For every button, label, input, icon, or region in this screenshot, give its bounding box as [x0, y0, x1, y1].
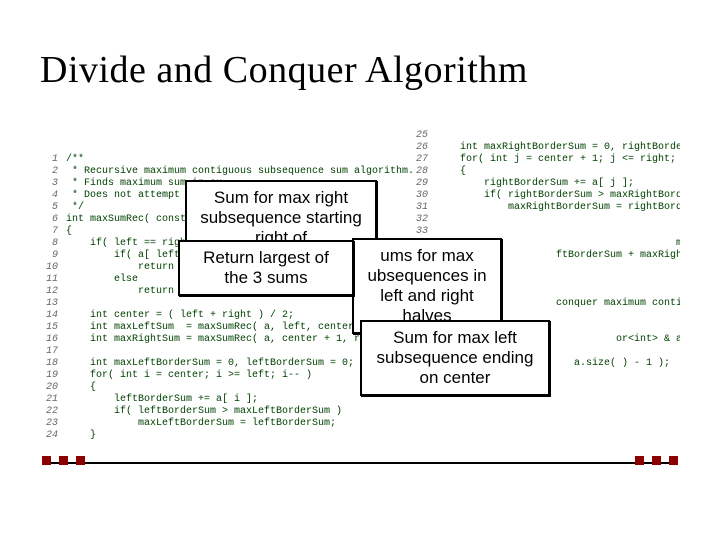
- code-line: 23 maxLeftBorderSum = leftBorderSum;: [40, 418, 680, 430]
- line-number: 13: [40, 298, 66, 310]
- callout-text: Return largest of the 3 sums: [203, 248, 329, 287]
- line-number: 7: [40, 226, 66, 238]
- line-number: 8: [40, 238, 66, 250]
- footer-square-icon: [76, 456, 85, 465]
- line-number: 31: [410, 202, 436, 214]
- code-line: 33: [410, 226, 680, 238]
- line-number: 22: [40, 406, 66, 418]
- line-number: 18: [40, 358, 66, 370]
- callout-text: ums for max ubsequences in left and righ…: [367, 246, 486, 325]
- line-number: 17: [40, 346, 66, 358]
- line-number: 30: [410, 190, 436, 202]
- code-line: 22 if( leftBorderSum > maxLeftBorderSum …: [40, 406, 680, 418]
- footer-square-icon: [652, 456, 661, 465]
- line-number: 21: [40, 394, 66, 406]
- slide: Divide and Conquer Algorithm 1/**2 * Rec…: [0, 0, 720, 540]
- code-line: 31 maxRightBorderSum = rightBorderSum;: [410, 202, 680, 214]
- line-number: 29: [410, 178, 436, 190]
- code-text: for( int j = center + 1; j <= right; j++…: [436, 154, 680, 166]
- code-text: {: [436, 166, 680, 178]
- code-line: 27 for( int j = center + 1; j <= right; …: [410, 154, 680, 166]
- footer-square-icon: [669, 456, 678, 465]
- line-number: 3: [40, 178, 66, 190]
- line-number: 4: [40, 190, 66, 202]
- code-line: 29 rightBorderSum += a[ j ];: [410, 178, 680, 190]
- code-line: 24 }: [40, 430, 680, 442]
- line-number: 6: [40, 214, 66, 226]
- line-number: 23: [40, 418, 66, 430]
- line-number: 27: [410, 154, 436, 166]
- line-number: 12: [40, 286, 66, 298]
- line-number: 14: [40, 310, 66, 322]
- line-number: 28: [410, 166, 436, 178]
- code-line: 26 int maxRightBorderSum = 0, rightBorde…: [410, 142, 680, 154]
- code-text: [436, 214, 680, 226]
- code-line: 25: [410, 130, 680, 142]
- code-text: int maxRightBorderSum = 0, rightBorderSu…: [436, 142, 680, 154]
- line-number: 5: [40, 202, 66, 214]
- line-number: 15: [40, 322, 66, 334]
- callout-text: Sum for max right subsequence starting r…: [200, 188, 362, 247]
- line-number: 11: [40, 274, 66, 286]
- code-text: }: [66, 430, 680, 442]
- footer-square-icon: [635, 456, 644, 465]
- footer-squares-right: [635, 456, 678, 465]
- code-text: maxRightBorderSum = rightBorderSum;: [436, 202, 680, 214]
- line-number: 25: [410, 130, 436, 142]
- footer-rule: [42, 458, 678, 464]
- footer-squares-left: [42, 456, 85, 465]
- line-number: 1: [40, 154, 66, 166]
- code-text: [436, 130, 680, 142]
- code-line: 30 if( rightBorderSum > maxRightBorderSu…: [410, 190, 680, 202]
- callout-text: Sum for max left subsequence ending on c…: [377, 328, 534, 387]
- line-number: 26: [410, 142, 436, 154]
- code-text: if( rightBorderSum > maxRightBorderSum ): [436, 190, 680, 202]
- callout-return-largest: Return largest of the 3 sums: [178, 240, 354, 296]
- code-line: 32: [410, 214, 680, 226]
- code-text: rightBorderSum += a[ j ];: [436, 178, 680, 190]
- line-number: 20: [40, 382, 66, 394]
- line-number: 24: [40, 430, 66, 442]
- code-text: [436, 226, 680, 238]
- code-line: 28 {: [410, 166, 680, 178]
- code-text: if( leftBorderSum > maxLeftBorderSum ): [66, 406, 680, 418]
- line-number: 10: [40, 262, 66, 274]
- footer-square-icon: [42, 456, 51, 465]
- line-number: 2: [40, 166, 66, 178]
- line-number: 33: [410, 226, 436, 238]
- footer-square-icon: [59, 456, 68, 465]
- code-text: maxLeftBorderSum = leftBorderSum;: [66, 418, 680, 430]
- line-number: 9: [40, 250, 66, 262]
- callout-sum-left: Sum for max left subsequence ending on c…: [360, 320, 550, 396]
- line-number: 32: [410, 214, 436, 226]
- page-title: Divide and Conquer Algorithm: [40, 48, 528, 92]
- line-number: 19: [40, 370, 66, 382]
- line-number: 16: [40, 334, 66, 346]
